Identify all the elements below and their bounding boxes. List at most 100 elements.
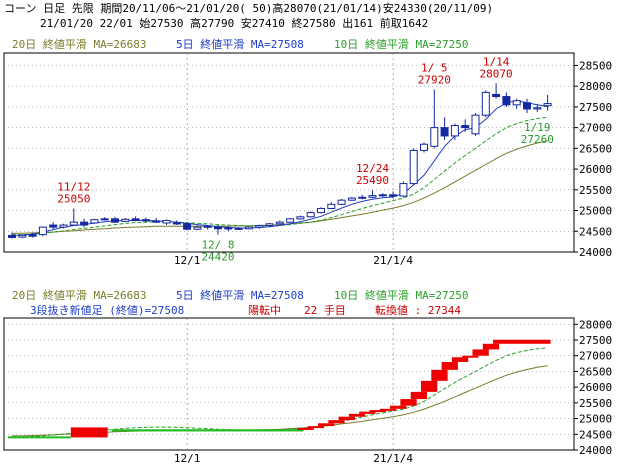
top-y-tick-label: 26000 xyxy=(579,163,612,176)
candle-body xyxy=(152,220,161,223)
top-chart-frame xyxy=(3,52,575,253)
candle-body xyxy=(172,222,181,225)
bottom-legend-ma10: 10日 終値平滑 MA=27250 xyxy=(334,289,469,302)
candle-body xyxy=(502,96,511,106)
top-y-tick-label: 25500 xyxy=(579,184,612,197)
candle-body xyxy=(69,221,78,226)
top-y-tick-label: 25000 xyxy=(579,205,612,218)
top-y-tick-label: 24500 xyxy=(579,225,612,238)
candle-body xyxy=(28,234,37,237)
line-break-brick xyxy=(482,343,500,350)
candle-body xyxy=(512,100,521,106)
annotation-value: 25490 xyxy=(356,174,389,187)
chart-header-line2: 21/01/20 22/01 始27530 高27790 安27410 終275… xyxy=(40,17,429,30)
candle-body xyxy=(492,93,501,98)
candle-body xyxy=(296,216,305,220)
candle-body xyxy=(49,224,58,228)
candle-body xyxy=(523,102,531,110)
top-x-tick-label: 12/1 xyxy=(174,254,201,267)
line-break-brick xyxy=(379,408,397,411)
candle-body xyxy=(183,223,192,230)
line-break-brick xyxy=(462,355,479,358)
candle-body xyxy=(543,103,552,107)
candle-body xyxy=(450,125,459,137)
candle-body xyxy=(162,219,171,224)
line-break-brick xyxy=(472,349,489,356)
annotation-value: 24420 xyxy=(201,251,234,264)
line-break-switch: 転換値 : 27344 xyxy=(375,304,461,317)
line-break-brick xyxy=(493,339,551,344)
line-break-label: 3段抜き新値足 (終値)=27508 xyxy=(30,304,185,317)
top-y-tick-label: 28500 xyxy=(579,59,612,72)
top-legend-ma5: 5日 終値平滑 MA=27508 xyxy=(176,38,304,51)
bottom-y-tick-label: 25500 xyxy=(579,397,612,410)
candle-body xyxy=(378,194,387,197)
bottom-y-tick-label: 28000 xyxy=(579,318,612,331)
candle-body xyxy=(440,127,449,137)
candle-body xyxy=(409,149,418,185)
ma5-line xyxy=(11,100,548,236)
candle-body xyxy=(255,224,264,228)
line-break-brick xyxy=(441,362,458,370)
top-y-tick-label: 24000 xyxy=(579,246,612,259)
annotation-value: 25050 xyxy=(57,192,90,205)
annotation-date: 12/ 8 xyxy=(201,239,234,252)
annotation-date: 1/ 5 xyxy=(421,61,448,74)
top-y-tick-label: 28000 xyxy=(579,80,612,93)
candle-body xyxy=(286,218,295,223)
top-legend-ma20: 20日 終値平滑 MA=26683 xyxy=(12,38,147,51)
bottom-y-tick-label: 27500 xyxy=(579,334,612,347)
candle-body xyxy=(224,227,233,230)
candle-body xyxy=(533,107,542,110)
line-break-state: 陽転中 xyxy=(248,304,281,317)
bottom-y-tick-label: 27000 xyxy=(579,350,612,363)
candle-body xyxy=(275,221,284,225)
candle-body xyxy=(471,114,480,135)
annotation-date: 1/14 xyxy=(483,55,510,68)
line-break-brick xyxy=(431,369,448,381)
bottom-legend-ma5: 5日 終値平滑 MA=27508 xyxy=(176,289,304,302)
candle-body xyxy=(430,127,439,147)
candle-body xyxy=(481,91,490,116)
candle-body xyxy=(59,224,68,228)
annotation-value: 27920 xyxy=(418,73,451,86)
candle-body xyxy=(100,218,109,221)
bottom-y-tick-label: 24500 xyxy=(579,428,612,441)
candle-body xyxy=(203,225,212,228)
line-break-brick xyxy=(112,429,304,432)
candle-body xyxy=(399,183,408,197)
bottom-x-tick-label: 12/1 xyxy=(174,452,201,465)
top-x-tick-label: 21/1/4 xyxy=(373,254,413,267)
top-y-tick-label: 26500 xyxy=(579,142,612,155)
bottom-chart-frame xyxy=(3,317,575,451)
ma10-line xyxy=(12,116,548,236)
line-break-brick xyxy=(70,427,108,438)
candle-body xyxy=(90,219,99,224)
line-break-brick xyxy=(359,411,376,414)
candle-body xyxy=(80,221,89,226)
candle-body xyxy=(337,199,346,205)
line-break-brick xyxy=(297,428,314,430)
candle-body xyxy=(358,196,367,199)
annotation-date: 11/12 xyxy=(57,180,90,193)
bottom-x-tick-label: 21/1/4 xyxy=(373,452,413,465)
annotation-value: 27260 xyxy=(521,133,554,146)
bottom-legend-ma20: 20日 終値平滑 MA=26683 xyxy=(12,289,147,302)
line-break-brick xyxy=(307,426,324,429)
bottom-y-tick-label: 26500 xyxy=(579,365,612,378)
candle-body xyxy=(111,218,119,223)
candle-body xyxy=(193,226,202,230)
candle-body xyxy=(461,125,470,129)
candle-body xyxy=(234,227,243,230)
candle-body xyxy=(8,234,16,238)
candle-body xyxy=(420,143,428,151)
annotation-date: 1/19 xyxy=(524,121,551,134)
line-break-count: 22 手目 xyxy=(304,304,346,317)
top-legend-ma10: 10日 終値平滑 MA=27250 xyxy=(334,38,469,51)
line-break-brick xyxy=(338,416,355,421)
candle-body xyxy=(214,226,222,230)
candle-body xyxy=(327,203,336,209)
line-break-brick xyxy=(369,410,386,413)
line-break-brick xyxy=(421,380,438,392)
